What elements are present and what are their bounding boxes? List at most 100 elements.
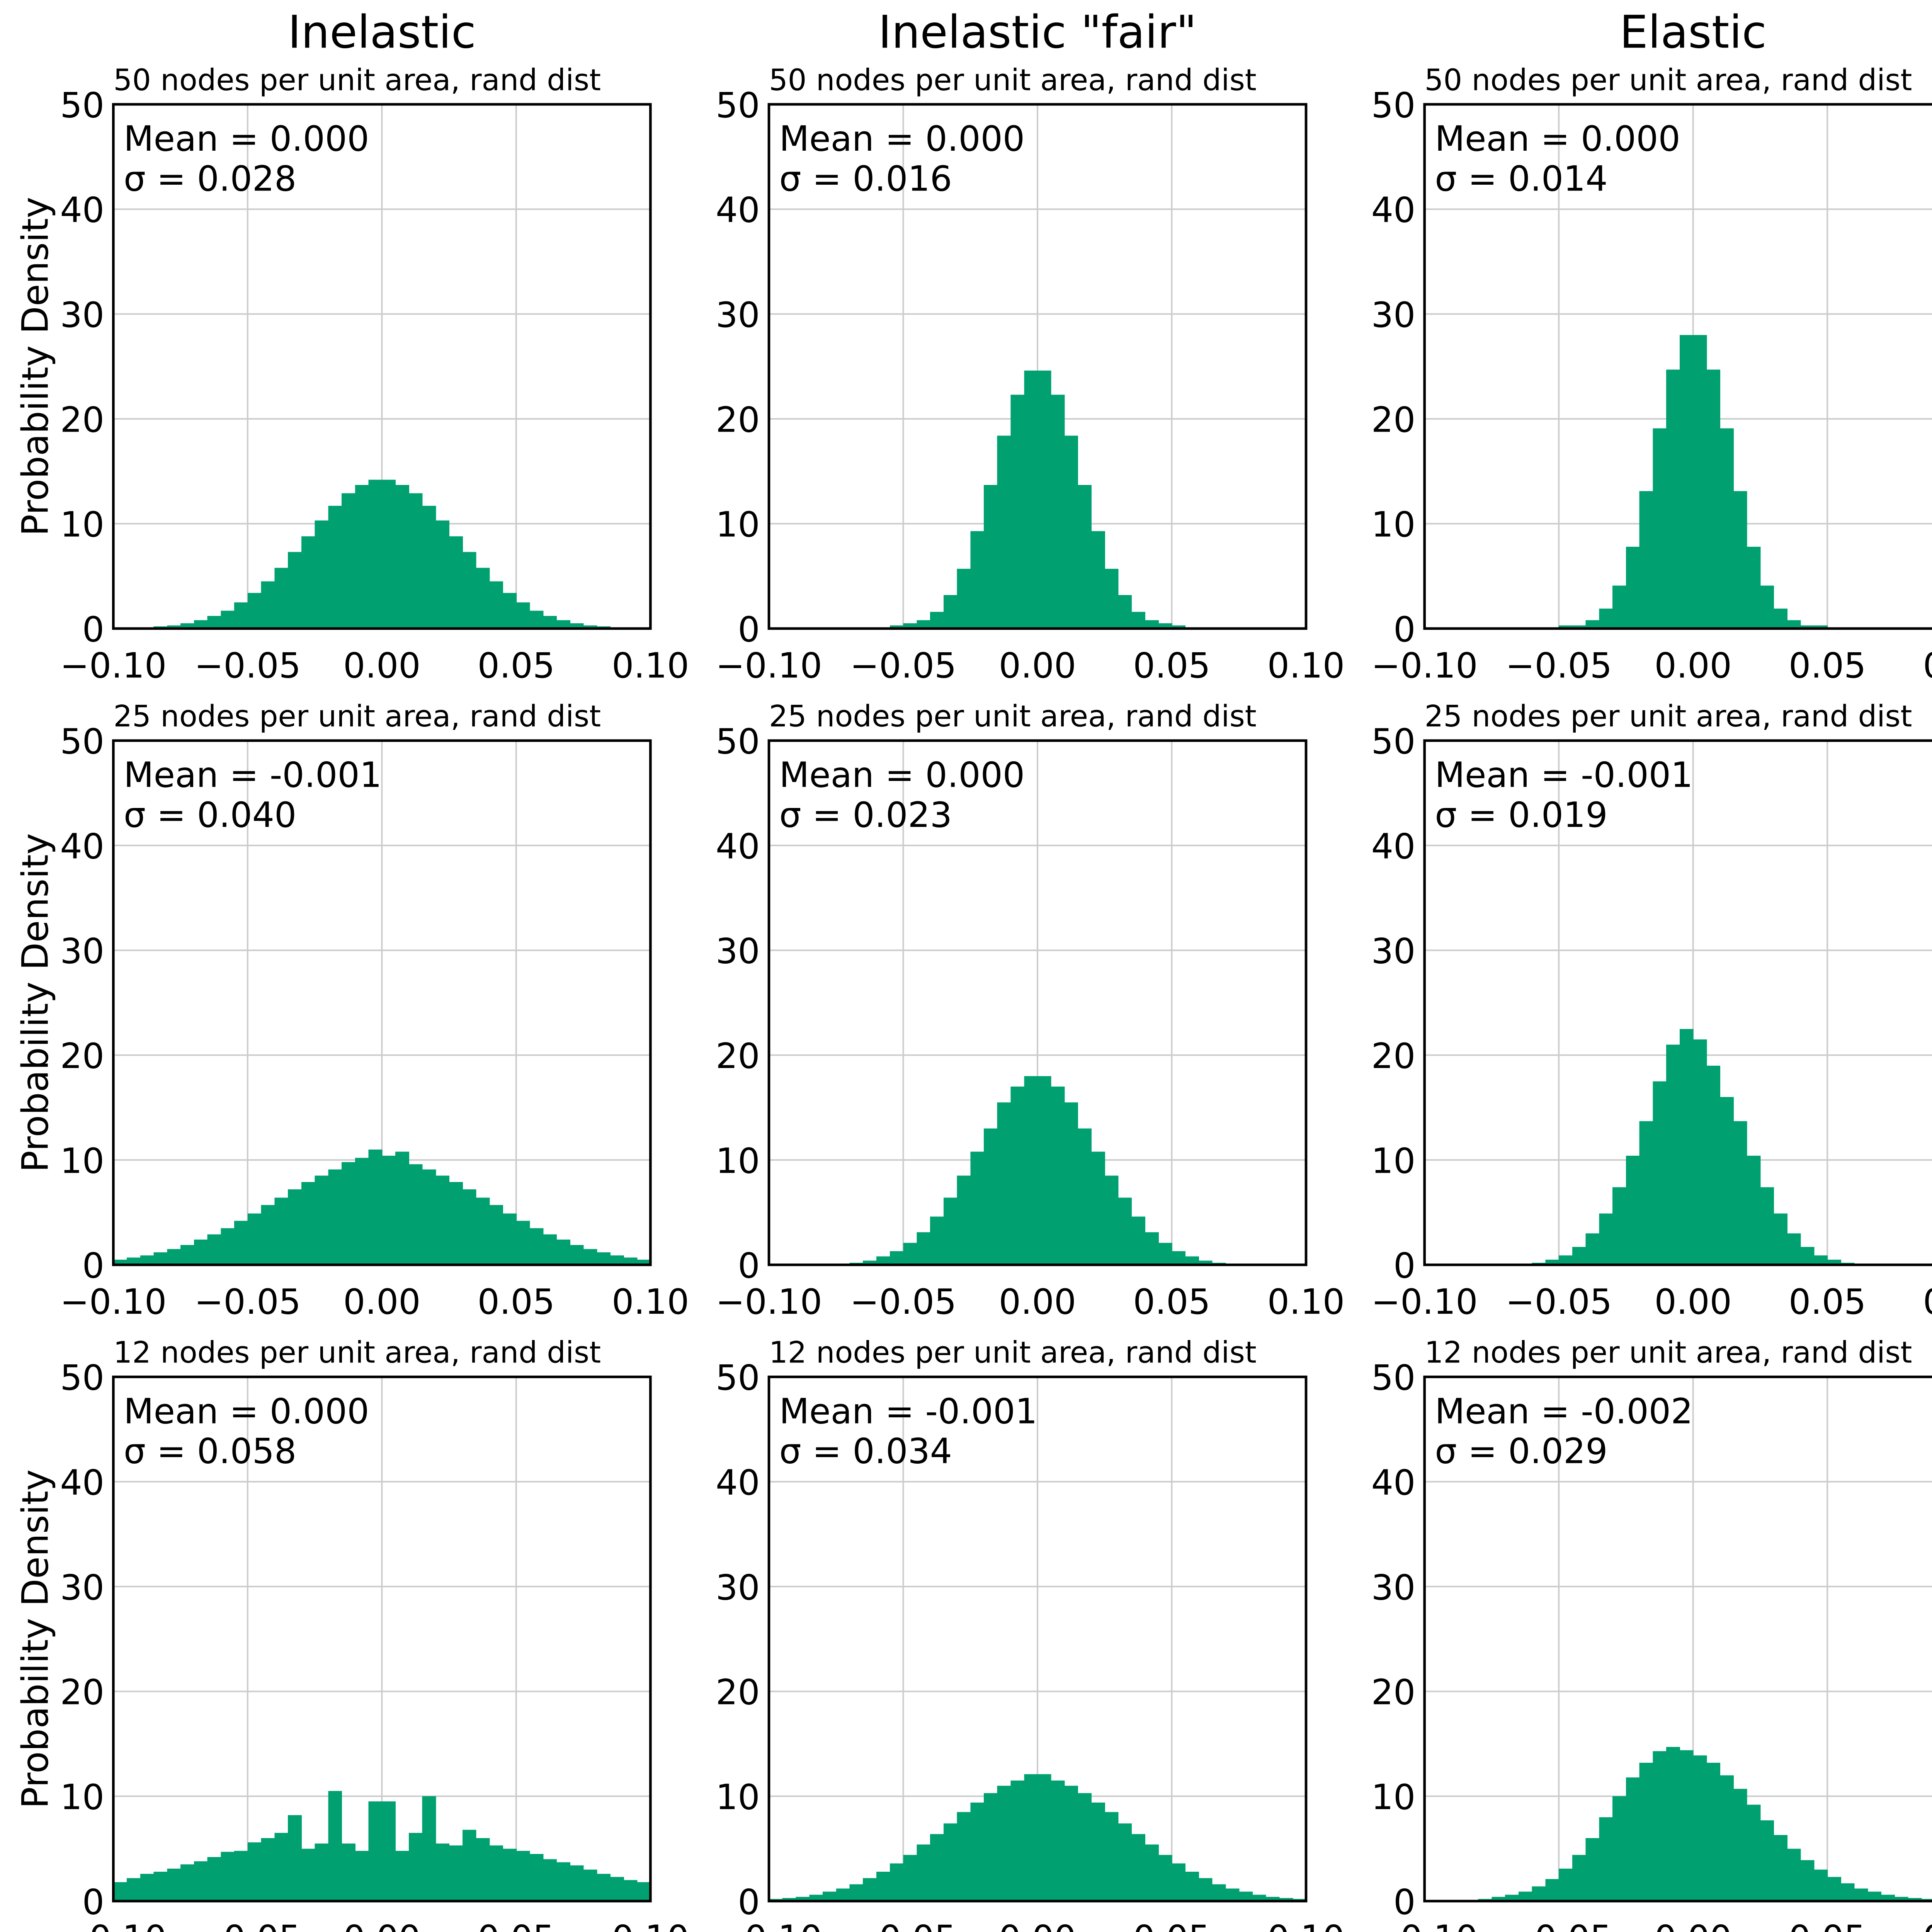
bar <box>1666 1747 1680 1901</box>
plot-frame <box>1423 1376 1932 1903</box>
bar <box>194 1240 208 1265</box>
bar <box>849 1884 864 1901</box>
bar <box>930 1834 944 1901</box>
y-tick-label: 10 <box>716 1141 760 1181</box>
panel: −0.10 −0.05 0.00 0.05 0.10 0 10 20 30 40 50 Elastic… <box>1371 6 1932 686</box>
bar <box>1265 1897 1280 1901</box>
bar <box>970 1802 984 1901</box>
bar <box>422 1796 436 1901</box>
annotation: σ = 0.014 <box>1435 158 1607 199</box>
annotation: σ = 0.023 <box>779 795 952 835</box>
bar <box>247 593 262 629</box>
bar <box>529 1228 544 1265</box>
bar <box>1585 1838 1600 1901</box>
bar <box>543 1234 557 1265</box>
bar <box>422 1169 436 1265</box>
x-tick-label: 0.10 <box>1267 645 1345 686</box>
bar <box>1131 612 1145 629</box>
bar <box>1078 485 1092 629</box>
bar <box>516 1850 530 1901</box>
x-tick-label: 0.05 <box>478 1918 555 1932</box>
bar <box>288 1815 302 1901</box>
y-tick-label: 30 <box>716 931 760 972</box>
bar <box>1693 335 1707 629</box>
subtitle: 12 nodes per unit area, rand dist <box>1425 1336 1912 1370</box>
bar <box>889 625 904 629</box>
bar <box>207 616 221 629</box>
bar <box>261 1838 275 1901</box>
bar <box>1572 625 1586 629</box>
bar <box>1774 609 1787 629</box>
bar <box>943 1197 957 1265</box>
y-tick-label: 20 <box>60 1036 104 1077</box>
annotation: Mean = -0.001 <box>124 755 382 796</box>
bar <box>1760 1820 1774 1901</box>
annotation: Mean = 0.000 <box>779 119 1025 159</box>
y-tick-label: 50 <box>60 85 104 126</box>
x-tick-label: 0.00 <box>343 1282 420 1322</box>
bar <box>1145 1844 1159 1901</box>
bar <box>1010 1087 1025 1265</box>
bar <box>449 536 463 629</box>
bar <box>301 1849 315 1901</box>
bar <box>180 1245 194 1265</box>
bar <box>1199 1878 1213 1901</box>
x-tick-label: −0.10 <box>716 1282 822 1322</box>
y-tick-label: 40 <box>60 826 104 867</box>
bar <box>328 1169 342 1265</box>
bar <box>516 602 530 629</box>
bar <box>1827 1877 1841 1901</box>
bar <box>1131 1216 1145 1265</box>
bar <box>1199 1260 1213 1265</box>
bar <box>408 1164 423 1265</box>
bar <box>167 1249 181 1265</box>
bar <box>570 623 584 629</box>
bar <box>1585 620 1600 629</box>
bar <box>301 536 315 629</box>
column-title: Inelastic <box>288 6 476 58</box>
bar <box>1639 491 1653 629</box>
bar <box>583 625 597 629</box>
bar <box>1505 1895 1519 1901</box>
bar <box>503 1849 517 1901</box>
y-tick-label: 50 <box>60 721 104 762</box>
x-tick-label: 0.10 <box>1923 1282 1932 1322</box>
bar <box>876 1256 890 1265</box>
bar <box>489 1205 503 1265</box>
plot-frame <box>767 103 1308 630</box>
bar <box>597 1874 611 1901</box>
panel: −0.10 −0.05 0.00 0.05 0.10 0 10 20 30 40 50 25 node… <box>1371 699 1932 1322</box>
y-tick-label: 20 <box>716 1672 760 1713</box>
y-tick-label: 50 <box>1371 1358 1416 1398</box>
subtitle: 25 nodes per unit area, rand dist <box>1425 699 1912 734</box>
bar <box>903 623 917 629</box>
bar <box>1239 1891 1253 1901</box>
y-tick-label: 20 <box>716 400 760 440</box>
bar <box>1492 1897 1506 1901</box>
panel: −0.10 −0.05 0.00 0.05 0.10 0 10 20 30 40 50 12 node… <box>716 1336 1345 1932</box>
bar <box>435 1843 450 1901</box>
bar <box>261 1205 275 1265</box>
bar <box>1158 1855 1172 1901</box>
bar <box>1279 1898 1293 1901</box>
bar <box>1010 1780 1025 1901</box>
annotation: Mean = 0.000 <box>1435 119 1680 159</box>
bar <box>342 493 355 629</box>
plot-frame <box>767 739 1308 1266</box>
bar <box>1666 369 1680 629</box>
y-tick-label: 20 <box>60 1672 104 1713</box>
bar <box>1532 1886 1546 1901</box>
bar <box>997 435 1011 629</box>
bar <box>382 1801 396 1901</box>
bar <box>1545 1879 1560 1901</box>
y-tick-label: 10 <box>60 1777 104 1818</box>
bar <box>1827 1259 1841 1265</box>
bar <box>1559 625 1573 629</box>
y-tick-label: 0 <box>738 1246 760 1286</box>
annotation: Mean = -0.001 <box>1435 755 1693 796</box>
x-tick-label: 0.00 <box>1654 1282 1731 1322</box>
bar <box>1720 1097 1734 1265</box>
y-tick-label: 40 <box>60 190 104 231</box>
bar <box>355 1158 369 1265</box>
